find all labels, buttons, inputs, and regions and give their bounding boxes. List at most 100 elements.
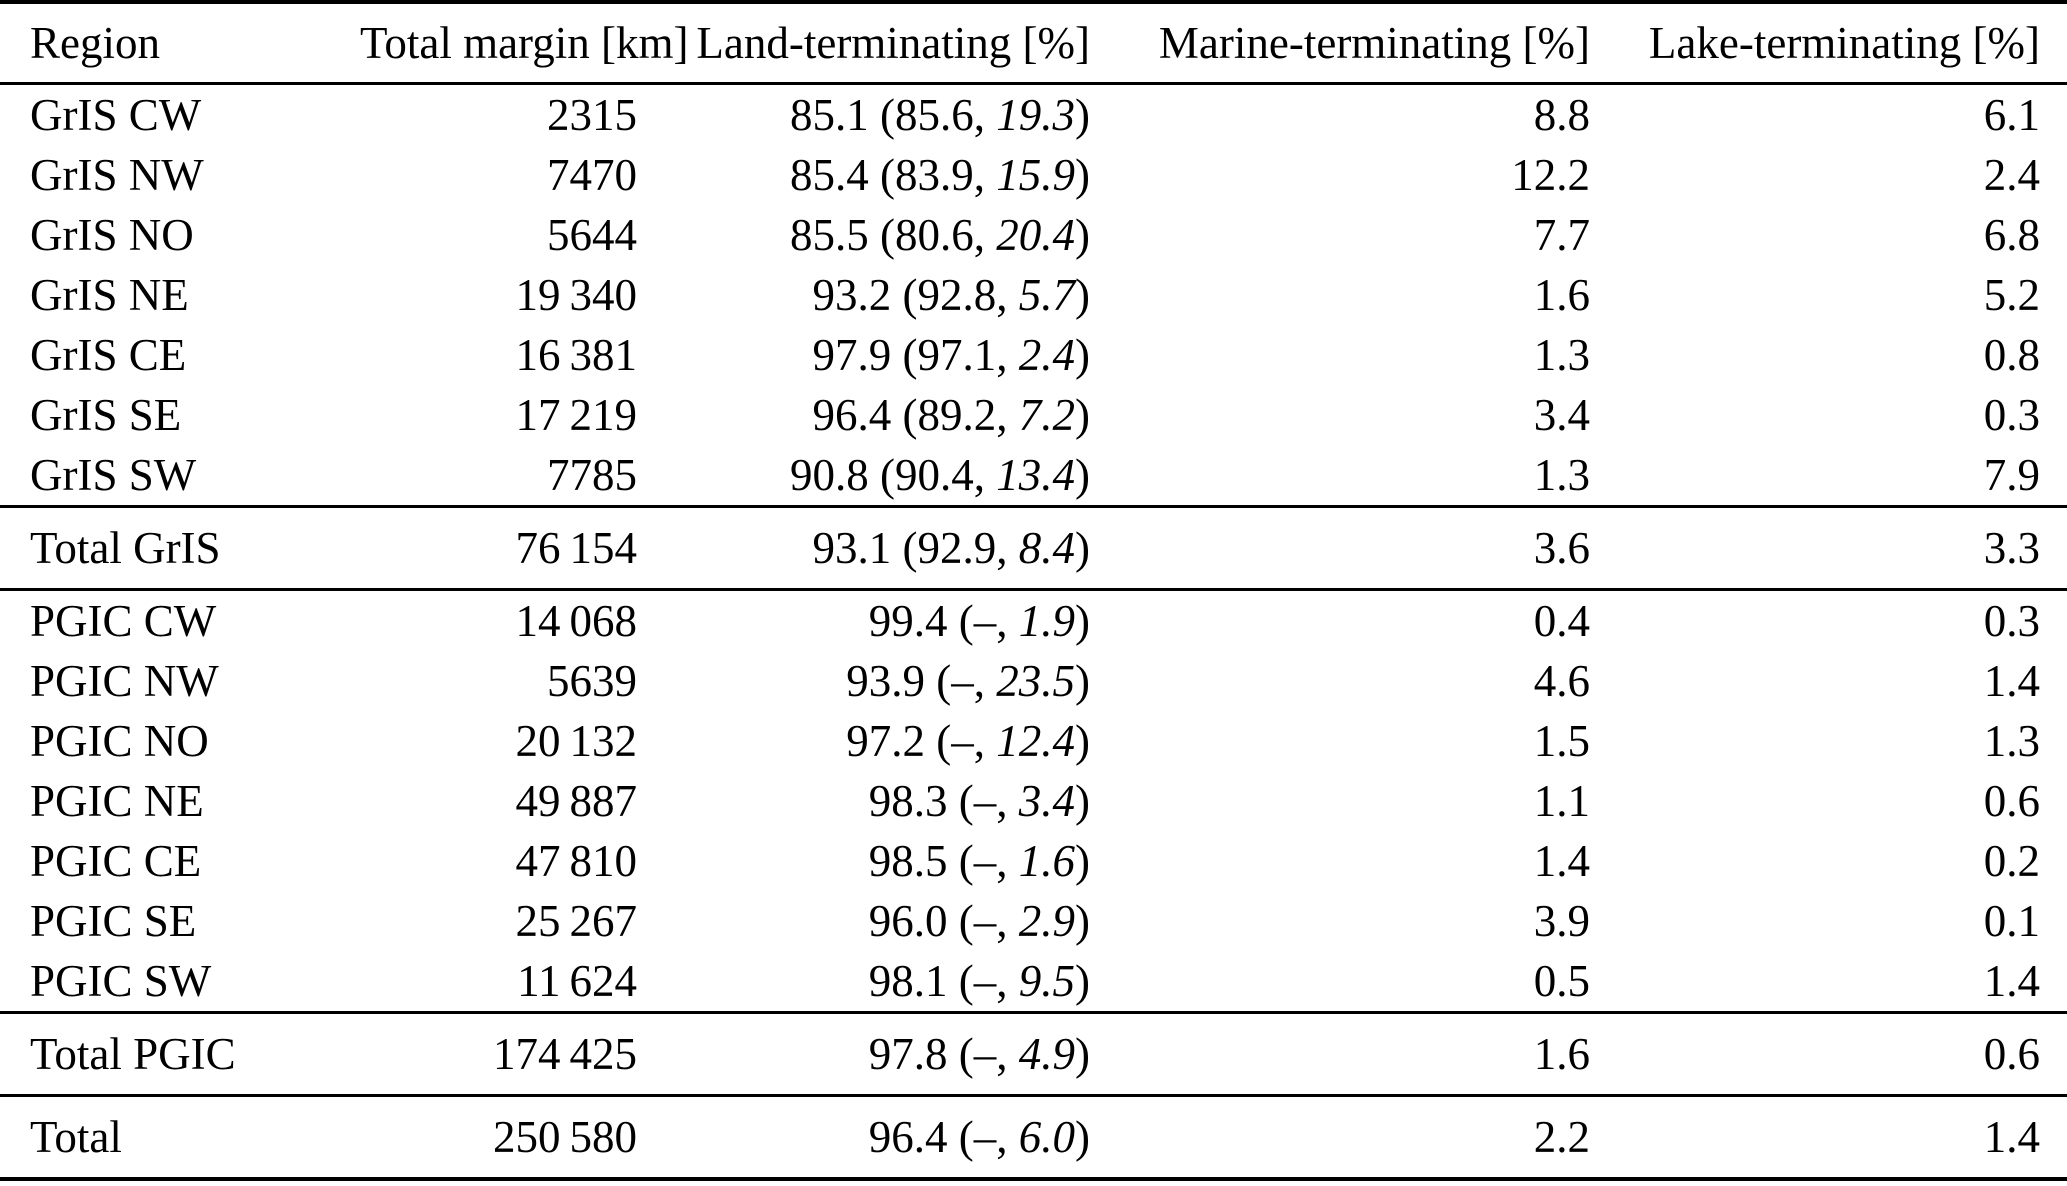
lake-terminating-cell: 7.9 <box>1983 449 2040 500</box>
paren-open: ( <box>925 715 952 766</box>
land-comparison-value: – <box>951 655 974 706</box>
paren-open: ( <box>947 1028 974 1079</box>
lake-terminating-cell: 6.1 <box>1983 89 2040 140</box>
land-fraction-value: 8.4 <box>1018 522 1075 573</box>
paren-open: ( <box>868 449 895 500</box>
table-row: GrIS NW 7470 85.4 (83.9, 15.9) 12.2 2.4 <box>0 145 2067 205</box>
total-margin-cell: 7470 <box>547 149 637 200</box>
land-comparison-value: 92.8 <box>917 269 997 320</box>
total-margin-cell: 11 624 <box>517 955 637 1006</box>
table-row: GrIS NO 5644 85.5 (80.6, 20.4) 7.7 6.8 <box>0 205 2067 265</box>
value-separator: , <box>996 389 1019 440</box>
land-comparison-value: – <box>973 775 997 826</box>
land-main-value: 85.4 <box>790 149 869 200</box>
value-separator: , <box>973 715 997 766</box>
land-comparison-value: – <box>973 1111 997 1162</box>
land-terminating-cell: 85.4 (83.9, 15.9) <box>637 145 1090 205</box>
table-row: GrIS CE 16 381 97.9 (97.1, 2.4) 1.3 0.8 <box>0 325 2067 385</box>
paren-close: ) <box>1075 149 1090 200</box>
total-margin-cell: 76 154 <box>515 522 637 573</box>
land-fraction-value: 9.5 <box>1018 955 1075 1006</box>
total-gris-section: Total GrIS 76 154 93.1 (92.9, 8.4) 3.6 3… <box>0 506 2067 590</box>
paren-open: ( <box>891 522 918 573</box>
value-separator: , <box>996 329 1019 380</box>
land-comparison-value: 90.4 <box>895 449 974 500</box>
land-fraction-value: 20.4 <box>996 209 1075 260</box>
paren-open: ( <box>947 895 974 946</box>
region-cell: GrIS SW <box>30 449 197 500</box>
region-cell: GrIS CE <box>30 329 187 380</box>
region-cell: Total GrIS <box>30 522 221 573</box>
value-separator: , <box>973 449 997 500</box>
land-terminating-cell: 97.2 (–, 12.4) <box>637 711 1090 771</box>
region-cell: GrIS SE <box>30 389 182 440</box>
paren-open: ( <box>947 835 974 886</box>
marine-terminating-cell: 1.5 <box>1533 715 1590 766</box>
land-terminating-cell: 93.1 (92.9, 8.4) <box>637 507 1091 590</box>
land-fraction-value: 5.7 <box>1018 269 1075 320</box>
marine-terminating-cell: 2.2 <box>1533 1111 1590 1162</box>
table-row: PGIC SE 25 267 96.0 (–, 2.9) 3.9 0.1 <box>0 891 2067 951</box>
region-cell: PGIC SW <box>30 955 212 1006</box>
land-main-value: 93.9 <box>846 655 925 706</box>
table-row: PGIC CE 47 810 98.5 (–, 1.6) 1.4 0.2 <box>0 831 2067 891</box>
paren-open: ( <box>925 655 952 706</box>
total-margin-cell: 5644 <box>547 209 637 260</box>
marine-terminating-cell: 1.1 <box>1533 775 1590 826</box>
gris-section: GrIS CW 2315 85.1 (85.6, 19.3) 8.8 6.1 G… <box>0 84 2067 507</box>
paren-close: ) <box>1075 329 1090 380</box>
land-comparison-value: – <box>973 955 997 1006</box>
paren-open: ( <box>868 209 895 260</box>
region-cell: PGIC NW <box>30 655 219 706</box>
total-margin-cell: 17 219 <box>515 389 637 440</box>
region-cell: GrIS NW <box>30 149 204 200</box>
land-terminating-cell: 85.5 (80.6, 20.4) <box>637 205 1090 265</box>
total-margin-cell: 19 340 <box>515 269 637 320</box>
region-cell: GrIS NO <box>30 209 194 260</box>
paren-open: ( <box>947 955 974 1006</box>
col-header-marine-terminating: Marine-terminating [%] <box>1158 17 1590 68</box>
region-cell: PGIC NO <box>30 715 209 766</box>
col-header-total-margin: Total margin [km] <box>360 17 689 68</box>
value-separator: , <box>973 655 997 706</box>
land-comparison-value: 92.9 <box>917 522 997 573</box>
table-row: GrIS SW 7785 90.8 (90.4, 13.4) 1.3 7.9 <box>0 445 2067 507</box>
table-row: PGIC NO 20 132 97.2 (–, 12.4) 1.5 1.3 <box>0 711 2067 771</box>
lake-terminating-cell: 0.8 <box>1983 329 2040 380</box>
value-separator: , <box>996 955 1019 1006</box>
land-main-value: 96.4 <box>812 389 892 440</box>
land-comparison-value: – <box>973 895 997 946</box>
land-fraction-value: 1.6 <box>1018 835 1075 886</box>
land-main-value: 97.8 <box>868 1028 948 1079</box>
value-separator: , <box>996 522 1019 573</box>
land-comparison-value: 85.6 <box>895 89 974 140</box>
land-terminating-cell: 90.8 (90.4, 13.4) <box>637 445 1090 507</box>
paren-open: ( <box>891 269 918 320</box>
table-row: PGIC NW 5639 93.9 (–, 23.5) 4.6 1.4 <box>0 651 2067 711</box>
marine-terminating-cell: 4.6 <box>1533 655 1590 706</box>
paren-close: ) <box>1075 655 1090 706</box>
lake-terminating-cell: 0.6 <box>1983 775 2040 826</box>
land-terminating-cell: 98.1 (–, 9.5) <box>637 951 1090 1013</box>
marine-terminating-cell: 3.9 <box>1533 895 1590 946</box>
total-margin-cell: 5639 <box>547 655 637 706</box>
land-comparison-value: – <box>951 715 974 766</box>
marine-terminating-cell: 3.4 <box>1533 389 1590 440</box>
value-separator: , <box>996 895 1019 946</box>
paren-open: ( <box>947 775 974 826</box>
total-margin-cell: 25 267 <box>515 895 637 946</box>
paren-close: ) <box>1075 389 1090 440</box>
land-comparison-value: – <box>973 595 997 646</box>
marine-terminating-cell: 1.3 <box>1533 329 1590 380</box>
col-header-region: Region <box>30 17 160 68</box>
land-terminating-cell: 96.0 (–, 2.9) <box>637 891 1090 951</box>
region-cell: Total PGIC <box>30 1028 236 1079</box>
land-fraction-value: 3.4 <box>1018 775 1075 826</box>
total-margin-cell: 14 068 <box>515 595 637 646</box>
land-terminating-cell: 93.9 (–, 23.5) <box>637 651 1090 711</box>
marine-terminating-cell: 0.4 <box>1533 595 1590 646</box>
lake-terminating-cell: 0.6 <box>1983 1028 2040 1079</box>
paren-open: ( <box>947 595 974 646</box>
paren-open: ( <box>868 149 895 200</box>
